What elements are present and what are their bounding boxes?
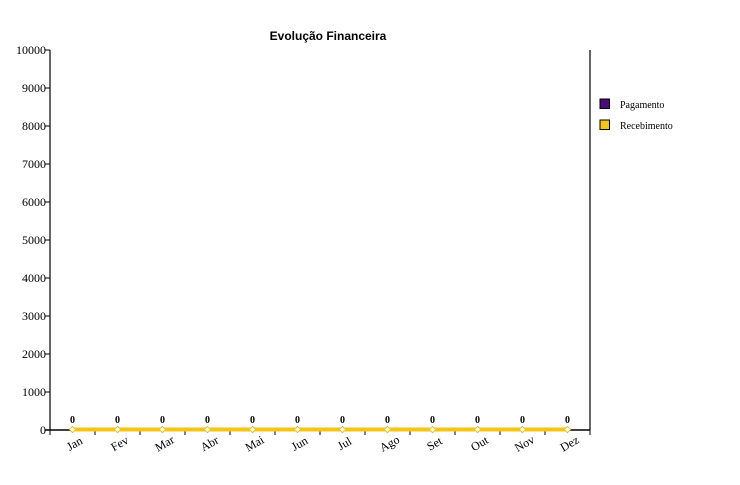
legend-swatch-recebimento [599,119,610,130]
plot-series [68,425,572,434]
series-point-recebimento [203,425,212,434]
series-point-recebimento [338,425,347,434]
data-label: 0 [295,415,300,426]
x-tick-label: Fev [108,433,131,454]
series-point-recebimento [248,425,257,434]
x-tick-label: Ago [377,432,402,454]
data-label: 0 [340,415,345,426]
y-tick-label: 7000 [22,157,46,171]
x-tick-label: Nov [512,432,537,454]
chart-title: Evolução Financeira [270,29,387,43]
series-point-recebimento [383,425,392,434]
y-axis: 0 1000 2000 3000 4000 5000 6000 7000 8000 9000 100… [16,43,591,437]
data-label: 0 [430,415,435,426]
x-axis: Jan Fev Mar Abr Mai Jun Jul Ago Set Out Nov Dez [45,429,591,455]
x-tick-label: Set [424,433,445,453]
legend-item-recebimento: Recebimento [599,119,673,132]
data-label: 0 [70,415,75,426]
legend-swatch-pagamento [599,98,610,109]
x-tick-label: Jul [335,434,355,453]
data-label: 0 [565,415,570,426]
x-tick-label: Abr [198,433,221,454]
y-tick-label: 4000 [22,271,46,285]
legend: Pagamento Recebimento [599,98,673,132]
data-label: 0 [520,415,525,426]
y-tick-label: 8000 [22,119,46,133]
series-point-recebimento [518,425,527,434]
series-point-recebimento [68,425,77,434]
data-labels: 0 0 0 0 0 0 0 0 0 0 0 0 [70,415,570,426]
series-point-recebimento [473,425,482,434]
y-tick-label: 1000 [22,385,46,399]
y-tick-label: 2000 [22,347,46,361]
y-tick-label: 6000 [22,195,46,209]
x-tick-label: Out [468,433,491,454]
x-tick-label: Mar [152,432,176,454]
y-tick-label: 9000 [22,81,46,95]
series-point-recebimento [113,425,122,434]
series-point-recebimento [158,425,167,434]
x-tick-label: Jan [64,433,85,453]
x-tick-label: Mai [243,432,267,454]
legend-label-recebimento: Recebimento [620,121,673,132]
series-point-recebimento [563,425,572,434]
data-label: 0 [160,415,165,426]
data-label: 0 [115,415,120,426]
legend-item-pagamento: Pagamento [599,98,664,111]
series-point-recebimento [293,425,302,434]
data-label: 0 [250,415,255,426]
y-tick-label: 0 [40,423,46,437]
x-tick-label: Dez [558,433,582,455]
data-label: 0 [385,415,390,426]
y-tick-label: 3000 [22,309,46,323]
x-tick-label: Jun [289,433,310,453]
y-tick-label: 10000 [16,43,46,57]
legend-label-pagamento: Pagamento [620,100,664,111]
data-label: 0 [475,415,480,426]
data-label: 0 [205,415,210,426]
series-point-recebimento [428,425,437,434]
y-tick-label: 5000 [22,233,46,247]
